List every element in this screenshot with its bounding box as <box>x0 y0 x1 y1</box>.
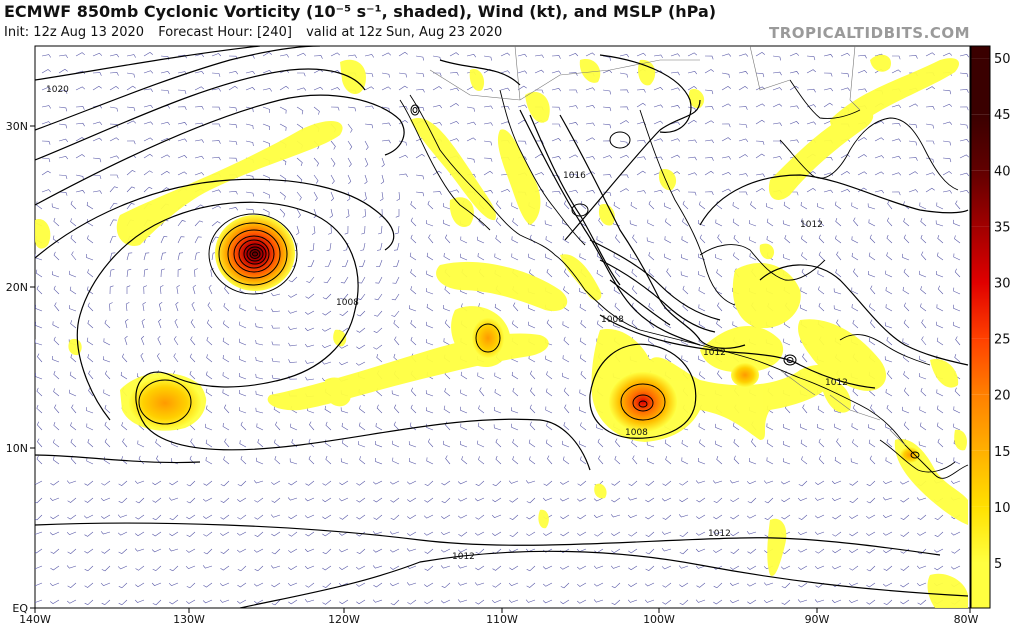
isobar-label-1020: 1020 <box>46 85 69 95</box>
colorbar-tick-label: 20 <box>994 389 1011 404</box>
colorbar-tick-label: 5 <box>994 557 1002 572</box>
longitude-labels: 140W 130W 120W 110W 100W 90W 80W <box>19 613 978 626</box>
colorbar-tick-label: 30 <box>994 277 1011 292</box>
lat-label-30n: 30N <box>6 120 28 133</box>
colorbar-segment <box>971 170 990 227</box>
hurricane-isobar-rings <box>208 213 298 295</box>
lon-label-110w: 110W <box>486 613 518 626</box>
vort-core-west <box>129 377 201 429</box>
small-lows <box>138 104 920 459</box>
vorticity-colorbar: 5 10 15 20 25 30 35 40 45 50 <box>970 45 1011 609</box>
isobar-label-1012-central-america: 1012 <box>825 378 848 388</box>
isobar-label-1008-low: 1008 <box>625 428 648 438</box>
isobar-labels: 1020 1016 1012 1012 1012 1012 1012 1008 … <box>46 85 848 562</box>
isobar-label-1008-coast: 1008 <box>601 315 624 325</box>
lon-label-120w: 120W <box>328 613 360 626</box>
lon-label-100w: 100W <box>643 613 675 626</box>
lat-label-eq: EQ <box>12 602 28 615</box>
lon-label-80w: 80W <box>954 613 979 626</box>
colorbar-segment <box>971 506 990 563</box>
colorbar-tick-label: 45 <box>994 108 1011 123</box>
vort-core-caribbean <box>731 363 759 387</box>
brand-watermark: TROPICALTIDBITS.COM <box>769 24 970 42</box>
isobar-label-1012-south-west: 1012 <box>452 552 475 562</box>
colorbar-tick-label: 10 <box>994 501 1011 516</box>
lat-label-10n: 10N <box>6 442 28 455</box>
latitude-labels: EQ 10N 20N 30N <box>6 120 29 615</box>
forecast-hour: Forecast Hour: [240] <box>158 25 292 40</box>
colorbar-tick-label: 40 <box>994 164 1011 179</box>
colorbar-segment <box>971 450 990 507</box>
colorbar-segment <box>971 114 990 171</box>
isobar-label-1012-mexico: 1012 <box>703 348 726 358</box>
colorbar-segment <box>971 282 990 339</box>
lon-label-90w: 90W <box>805 613 830 626</box>
colorbar-segment <box>971 46 990 59</box>
valid-time: valid at 12z Sun, Aug 23 2020 <box>306 25 503 40</box>
isobar-label-1008-west: 1008 <box>336 298 359 308</box>
colorbar-tick-label: 50 <box>994 52 1011 67</box>
coastlines <box>399 79 969 479</box>
isobars <box>35 46 969 608</box>
vort-core-east <box>609 372 677 432</box>
map-subtitle: Init: 12z Aug 13 2020 Forecast Hour: [24… <box>4 25 512 40</box>
lon-label-140w: 140W <box>19 613 51 626</box>
vort-core-hurricane <box>215 215 295 291</box>
colorbar-segment-base <box>971 563 990 608</box>
axis-ticks <box>30 125 971 613</box>
colorbar-segment <box>971 338 990 395</box>
isobar-label-1012-south-east: 1012 <box>708 529 731 539</box>
lon-label-130w: 130W <box>173 613 205 626</box>
colorbar-frame <box>970 45 991 609</box>
map-title: ECMWF 850mb Cyclonic Vorticity (10⁻⁵ s⁻¹… <box>4 2 717 21</box>
colorbar-segment <box>971 58 990 115</box>
isobar-label-1012-gulf: 1012 <box>800 220 823 230</box>
colorbar-segment <box>971 226 990 283</box>
colorbar-segment <box>971 394 990 451</box>
init-time: Init: 12z Aug 13 2020 <box>4 25 145 40</box>
vort-core-costa-rica <box>900 447 920 463</box>
isobar-label-1016: 1016 <box>563 171 586 181</box>
country-borders <box>429 46 906 446</box>
lat-label-20n: 20N <box>6 281 28 294</box>
colorbar-tick-label: 15 <box>994 445 1011 460</box>
colorbar-tick-label: 25 <box>994 333 1011 348</box>
colorbar-tick-label: 35 <box>994 220 1011 235</box>
